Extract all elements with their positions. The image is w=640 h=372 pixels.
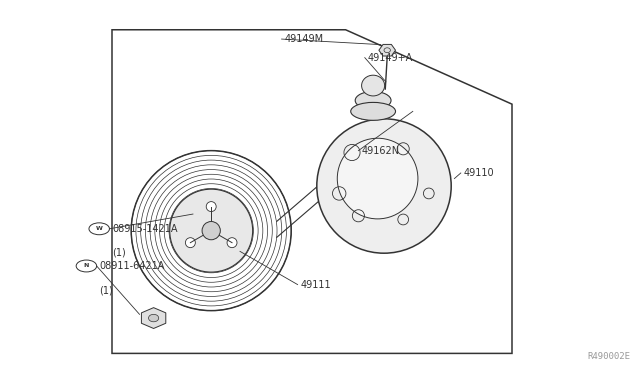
Ellipse shape (202, 221, 220, 240)
Polygon shape (379, 44, 396, 56)
Polygon shape (141, 308, 166, 328)
Circle shape (89, 223, 109, 235)
Ellipse shape (351, 102, 396, 120)
Text: 08911-6421A: 08911-6421A (99, 261, 164, 271)
Ellipse shape (337, 138, 418, 219)
Text: 49149+A: 49149+A (368, 53, 413, 62)
Ellipse shape (227, 238, 237, 248)
Text: 49149M: 49149M (285, 34, 324, 44)
Ellipse shape (148, 314, 159, 322)
Ellipse shape (362, 75, 385, 96)
Text: N: N (84, 263, 89, 269)
Text: (1): (1) (112, 248, 125, 258)
Ellipse shape (170, 189, 253, 272)
Text: 49111: 49111 (301, 280, 332, 289)
Ellipse shape (355, 92, 391, 109)
Circle shape (76, 260, 97, 272)
Ellipse shape (206, 202, 216, 212)
Ellipse shape (317, 119, 451, 253)
Text: (1): (1) (99, 285, 113, 295)
Ellipse shape (186, 238, 195, 248)
Text: R490002E: R490002E (588, 352, 630, 361)
Ellipse shape (131, 151, 291, 311)
Text: W: W (96, 226, 102, 231)
Text: 08915-1421A: 08915-1421A (112, 224, 177, 234)
Text: 49110: 49110 (464, 168, 495, 178)
Text: 49162N: 49162N (362, 146, 400, 155)
